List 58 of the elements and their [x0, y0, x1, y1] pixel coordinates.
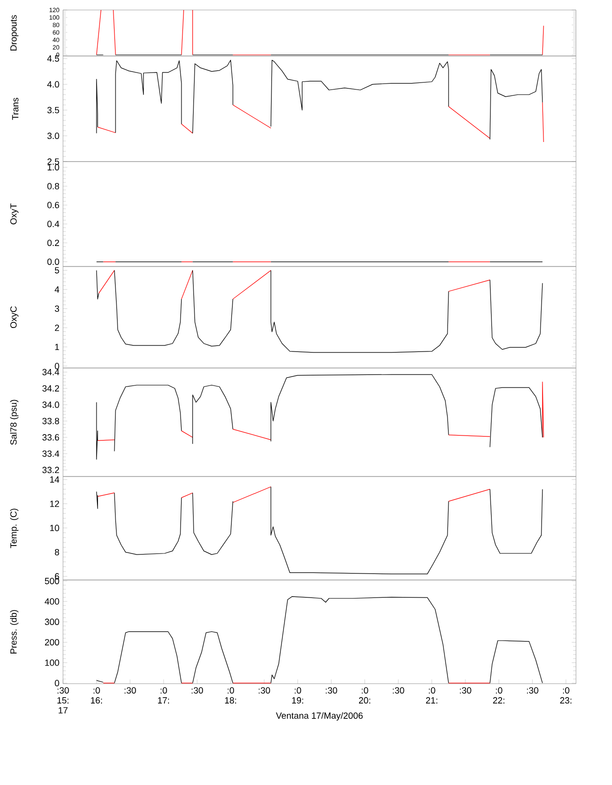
y-tick-label: 6 [54, 573, 60, 580]
x-tick-label: :30 [392, 687, 404, 694]
y-tick-label: 1 [55, 344, 60, 350]
y-tick-label: 0.0 [47, 258, 60, 265]
x-tick-label: :30 [192, 687, 204, 694]
y-tick-label: 3.0 [47, 132, 60, 140]
x-tick-label: :30 [460, 687, 472, 694]
x-tick-label: :30 [258, 687, 270, 694]
y-tick-label: 500 [44, 578, 60, 584]
y-axis-title: Press. (db) [10, 610, 18, 654]
y-tick-label: 8 [54, 548, 60, 556]
x-tick-label: :30 [326, 687, 338, 694]
y-tick-label: 5 [54, 267, 60, 274]
y-axis-title: Dropouts [10, 15, 18, 50]
y-tick-label: 1.0 [48, 164, 60, 170]
y-tick-label: 33.6 [42, 434, 60, 441]
y-tick-label: 2.5 [47, 158, 60, 165]
y-tick-label: 14 [50, 476, 60, 483]
y-axis-title: OxyT [10, 204, 18, 224]
y-axis-title: Sal78 (psu) [10, 400, 18, 445]
y-tick-label: 34.0 [42, 402, 60, 408]
x-tick-label: :0 22: [493, 687, 504, 704]
y-tick-label: 33.2 [42, 466, 60, 474]
y-tick-label: 3 [54, 305, 60, 312]
y-tick-label: 0 [54, 362, 60, 370]
x-tick-label: :0 21: [426, 687, 438, 704]
x-tick-label: :0 23: [560, 687, 572, 704]
y-axis-title: OxyC [10, 306, 18, 328]
y-tick-label: 4.0 [47, 81, 60, 88]
x-tick-label: :0 20: [358, 687, 370, 704]
y-axis-title: Temp. (C) [10, 508, 18, 548]
x-tick-label: :0 19: [292, 687, 304, 704]
y-tick-label: 0.6 [47, 202, 60, 208]
x-tick-label: :0 16: [90, 687, 102, 704]
y-tick-label: 2 [54, 324, 60, 331]
x-axis-title: Ventana 17/May/2006 [276, 712, 363, 721]
x-tick-label: :0 18: [225, 687, 236, 704]
y-tick-label: 0.4 [47, 220, 60, 228]
x-tick-label: :30 15: 17 [57, 687, 69, 714]
y-tick-label: 100 [45, 659, 60, 666]
y-tick-label: 200 [44, 639, 60, 646]
y-tick-label: 12 [50, 500, 60, 507]
y-tick-label: 300 [44, 618, 60, 626]
y-tick-label: 400 [44, 598, 60, 605]
y-axis-title: Trans [12, 98, 18, 120]
y-tick-label: 10 [50, 524, 60, 532]
y-tick-label: 34.2 [42, 385, 60, 392]
y-tick-label: 0.2 [47, 240, 60, 246]
y-tick-label: 33.4 [42, 450, 60, 457]
y-tick-label: 4 [54, 286, 60, 293]
x-tick-label: :30 [124, 687, 136, 694]
y-tick-label: 0.8 [47, 182, 60, 190]
y-tick-label: 33.8 [42, 418, 60, 424]
y-tick-label: 0 [54, 680, 60, 686]
x-tick-label: :0 17: [158, 687, 169, 704]
x-tick-label: :30 [526, 687, 538, 694]
y-tick-label: 3.5 [47, 106, 60, 114]
y-tick-label: 34.4 [42, 368, 60, 376]
